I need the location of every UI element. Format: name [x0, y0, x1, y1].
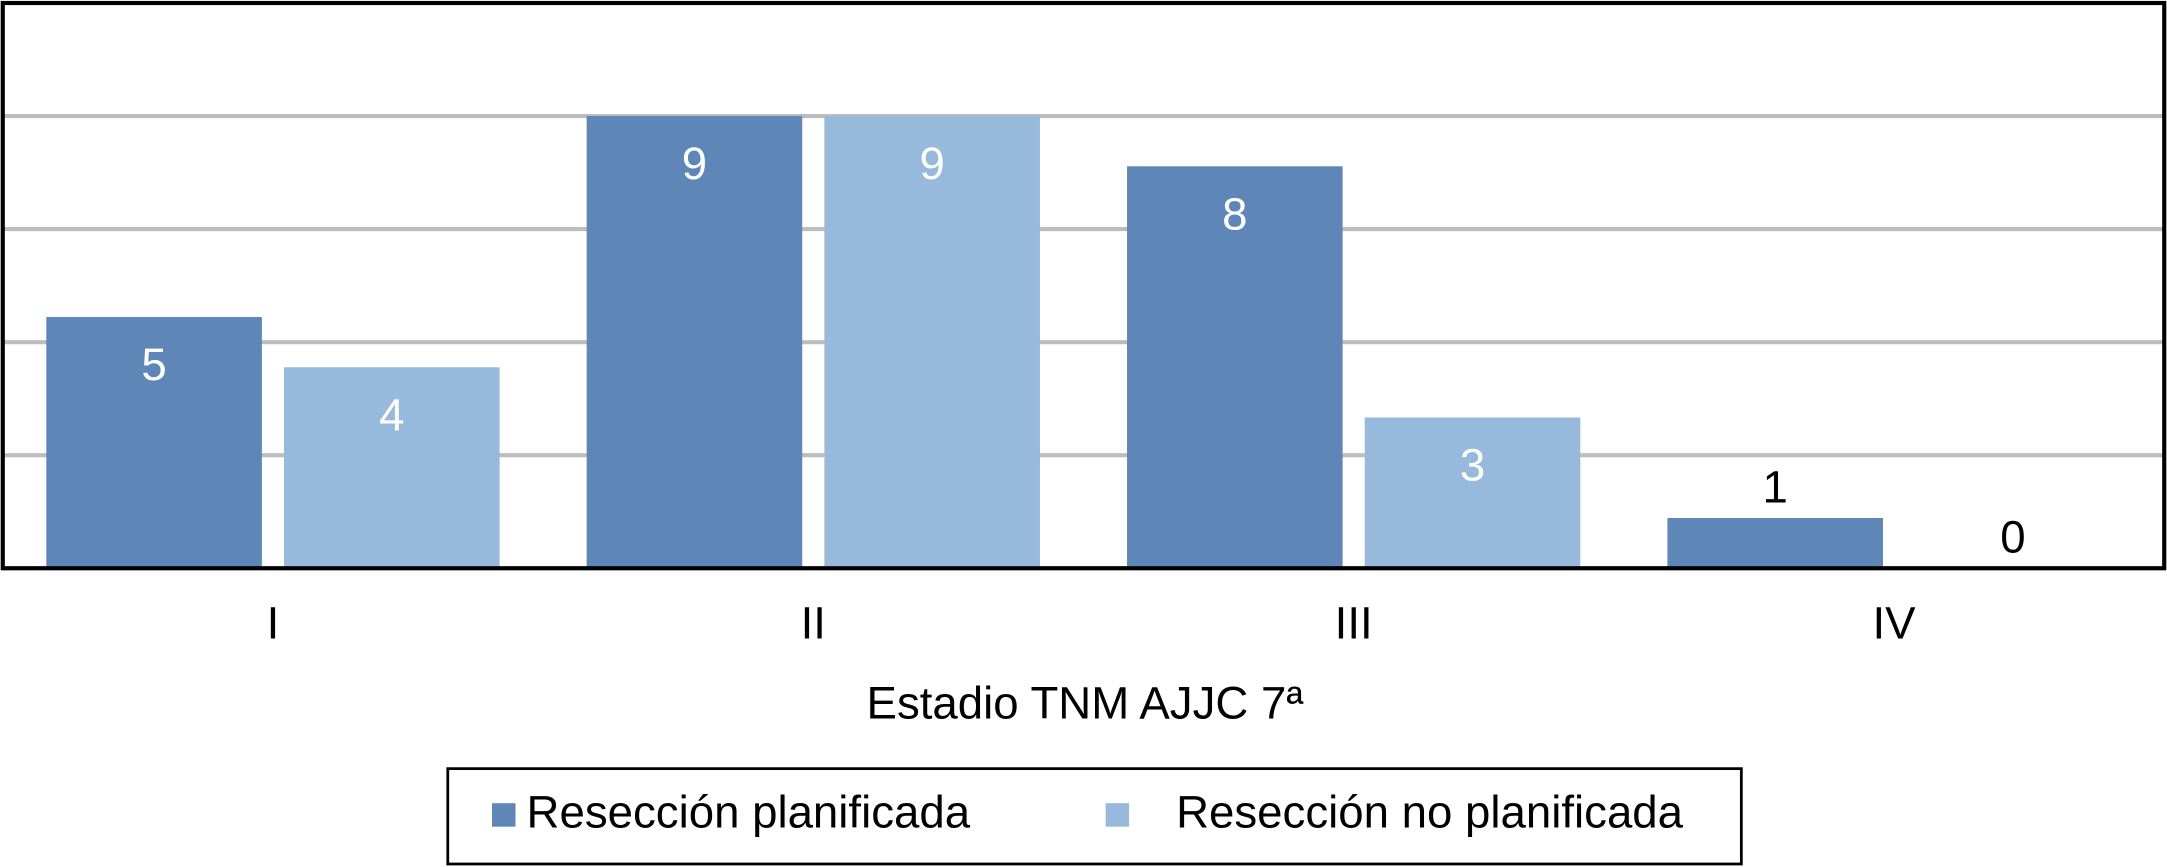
legend-marker [1105, 803, 1130, 827]
x-tick-label: III [1335, 597, 1373, 648]
x-tick-label: I [267, 597, 280, 648]
legend-label: Resección no planificada [1176, 787, 1684, 838]
bar [1667, 518, 1883, 569]
data-label: 4 [379, 389, 404, 440]
bar [284, 367, 500, 569]
x-axis-label: Estadio TNM AJJC 7ª [867, 677, 1305, 728]
data-label: 3 [1460, 440, 1485, 491]
bar [46, 317, 262, 569]
data-label: 0 [2000, 512, 2025, 563]
legend-label: Resección planificada [527, 787, 971, 838]
data-label: 1 [1763, 461, 1788, 512]
bar [586, 116, 803, 569]
x-tick-label: IV [1873, 597, 1917, 648]
data-label: 5 [141, 339, 166, 390]
data-label: 8 [1222, 188, 1247, 239]
bar [1127, 166, 1343, 569]
legend-box [446, 767, 1743, 866]
data-label: 9 [919, 138, 944, 189]
legend-marker [491, 803, 516, 827]
x-tick-label: II [801, 597, 826, 648]
bar [1364, 417, 1581, 569]
plot-frame [0, 0, 2167, 571]
bar [824, 116, 1040, 569]
data-label: 9 [682, 138, 707, 189]
